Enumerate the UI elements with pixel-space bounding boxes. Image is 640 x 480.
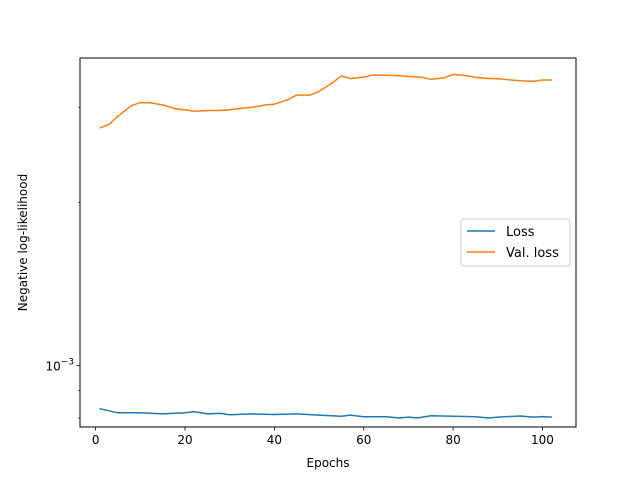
legend-label-val-loss: Val. loss: [506, 246, 559, 261]
y-tick-label: 10−3: [45, 358, 74, 374]
legend: Loss Val. loss: [460, 218, 571, 267]
x-tick-label: 80: [445, 433, 460, 447]
y-axis-ticks: 10−3: [45, 107, 80, 419]
series-line-val-loss: [99, 73, 553, 129]
x-tick-label: 60: [356, 433, 371, 447]
x-tick-label: 20: [177, 433, 192, 447]
plot-frame: [79, 57, 577, 428]
series-line-loss: [99, 408, 553, 419]
legend-label-loss: Loss: [506, 225, 535, 240]
series-layer: [99, 73, 553, 419]
x-axis-ticks: 0 20 40 60 80 100: [92, 427, 554, 447]
x-tick-label: 0: [92, 433, 100, 447]
x-tick-label: 40: [267, 433, 282, 447]
x-tick-label: 100: [531, 433, 554, 447]
y-axis-label: Negative log-likelihood: [16, 174, 30, 311]
x-axis-label: Epochs: [307, 456, 350, 470]
